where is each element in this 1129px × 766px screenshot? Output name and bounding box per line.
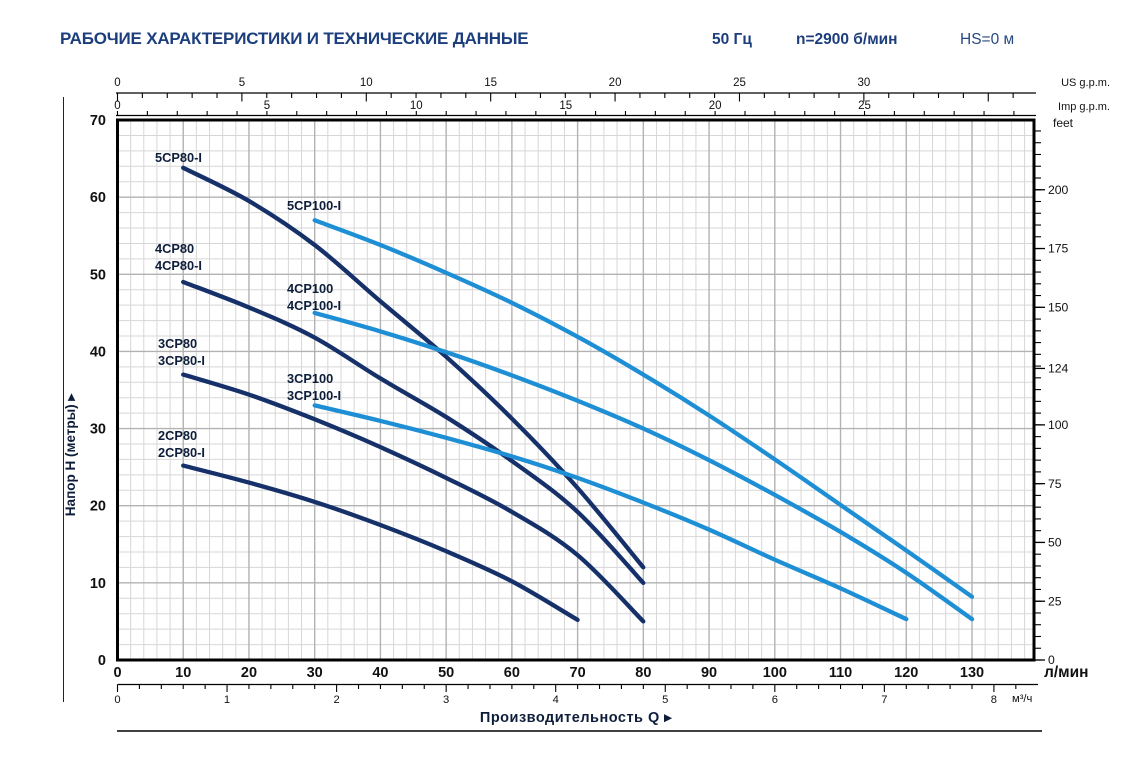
curve-2CP80 xyxy=(181,463,580,623)
plot-border xyxy=(116,118,1036,662)
svg-text:20: 20 xyxy=(709,100,722,112)
svg-text:0: 0 xyxy=(114,694,120,706)
svg-text:0: 0 xyxy=(114,100,120,112)
top-axis-us-gpm: 0 5 10 15 20 25 30 US g.p.m. xyxy=(114,77,1110,102)
svg-text:124: 124 xyxy=(1048,362,1069,376)
svg-text:90: 90 xyxy=(701,665,717,681)
svg-text:25: 25 xyxy=(733,77,746,89)
svg-text:5: 5 xyxy=(239,77,245,89)
svg-text:10: 10 xyxy=(410,100,423,112)
svg-text:80: 80 xyxy=(635,665,651,681)
rotation-speed-value: n=2900 б/мин xyxy=(796,31,898,48)
svg-text:40: 40 xyxy=(372,665,388,681)
svg-text:70: 70 xyxy=(570,665,586,681)
curves xyxy=(181,165,975,624)
svg-text:6: 6 xyxy=(772,694,778,706)
x-axis-lpm: 0 10 20 30 40 50 60 70 80 90 100 110 120 130 л/мин xyxy=(113,664,1088,681)
svg-text:0: 0 xyxy=(114,77,120,89)
svg-text:7: 7 xyxy=(881,694,887,706)
svg-text:л/мин: л/мин xyxy=(1044,664,1089,681)
svg-text:м³/ч: м³/ч xyxy=(1012,693,1033,705)
svg-text:150: 150 xyxy=(1048,301,1069,315)
svg-text:200: 200 xyxy=(1048,183,1069,197)
svg-text:20: 20 xyxy=(90,499,106,515)
suction-head-value: HS=0 м xyxy=(960,31,1015,48)
svg-text:10: 10 xyxy=(360,77,373,89)
page-title: РАБОЧИЕ ХАРАКТЕРИСТИКИ И ТЕХНИЧЕСКИЕ ДАН… xyxy=(60,29,529,48)
svg-text:175: 175 xyxy=(1048,242,1069,256)
svg-text:40: 40 xyxy=(90,344,106,360)
curve-labels: 5CP80-I 4CP80 4CP80-I 3CP80 3CP80-I 2CP80 2CP8… xyxy=(155,150,341,460)
curve-3CP80 xyxy=(181,372,646,624)
svg-text:4CP80: 4CP80 xyxy=(155,241,194,256)
svg-text:3CP100: 3CP100 xyxy=(287,371,333,386)
y-axis-feet: 0 25 50 75 100 124 150 175 200 feet xyxy=(1035,116,1074,667)
svg-text:3: 3 xyxy=(443,694,449,706)
svg-text:20: 20 xyxy=(241,665,257,681)
svg-text:25: 25 xyxy=(1048,594,1062,608)
top-axis-imp-gpm: 0 5 10 15 20 25 Imp g.p.m. xyxy=(114,100,1110,117)
svg-text:1: 1 xyxy=(224,694,230,706)
svg-text:15: 15 xyxy=(484,77,497,89)
svg-text:30: 30 xyxy=(307,665,323,681)
svg-text:5: 5 xyxy=(264,100,270,112)
svg-text:50: 50 xyxy=(1048,536,1062,550)
svg-text:3CP80: 3CP80 xyxy=(158,336,197,351)
svg-text:4: 4 xyxy=(553,694,559,706)
svg-text:70: 70 xyxy=(90,113,106,129)
grid-minor xyxy=(117,120,1034,660)
svg-text:3CP80-I: 3CP80-I xyxy=(158,353,205,368)
curve-5CP80-I xyxy=(181,165,646,570)
y-axis-meters: 0 10 20 30 40 50 60 70 Напор H (метры) ▸ xyxy=(63,113,106,669)
svg-text:100: 100 xyxy=(1048,418,1069,432)
svg-text:Производительность Q ▸: Производительность Q ▸ xyxy=(480,710,673,726)
svg-text:130: 130 xyxy=(960,665,984,681)
svg-text:120: 120 xyxy=(894,665,918,681)
x-axis-m3h: 0 1 2 3 4 5 6 7 8 м³/ч xyxy=(114,683,1038,706)
svg-text:5CP80-I: 5CP80-I xyxy=(155,150,202,165)
svg-text:Напор H (метры) ▸: Напор H (метры) ▸ xyxy=(63,393,78,517)
svg-text:feet: feet xyxy=(1053,116,1074,130)
x-axis-title: Производительность Q ▸ xyxy=(480,710,673,726)
svg-text:4CP80-I: 4CP80-I xyxy=(155,258,202,273)
svg-text:20: 20 xyxy=(609,77,622,89)
curve-5CP100-I xyxy=(312,218,975,599)
svg-text:4CP100-I: 4CP100-I xyxy=(287,298,341,313)
svg-text:2CP80-I: 2CP80-I xyxy=(158,445,205,460)
svg-text:10: 10 xyxy=(175,665,191,681)
svg-text:3CP100-I: 3CP100-I xyxy=(287,388,341,403)
svg-text:5: 5 xyxy=(662,694,668,706)
svg-text:0: 0 xyxy=(113,665,121,681)
svg-text:10: 10 xyxy=(90,576,106,592)
svg-text:100: 100 xyxy=(763,665,787,681)
svg-text:4CP100: 4CP100 xyxy=(287,281,333,296)
svg-text:15: 15 xyxy=(559,100,572,112)
svg-text:2CP80: 2CP80 xyxy=(158,428,197,443)
grid-major xyxy=(117,120,1034,660)
svg-text:2: 2 xyxy=(333,694,339,706)
svg-text:8: 8 xyxy=(991,694,997,706)
svg-text:25: 25 xyxy=(858,100,871,112)
svg-text:50: 50 xyxy=(438,665,454,681)
svg-text:0: 0 xyxy=(1048,653,1055,667)
svg-text:Imp g.p.m.: Imp g.p.m. xyxy=(1058,101,1110,113)
svg-text:30: 30 xyxy=(857,77,870,89)
curve-4CP80 xyxy=(181,279,646,586)
svg-text:0: 0 xyxy=(98,653,106,669)
frequency-value: 50 Гц xyxy=(712,31,752,48)
svg-text:75: 75 xyxy=(1048,477,1062,491)
svg-text:50: 50 xyxy=(90,267,106,283)
svg-text:60: 60 xyxy=(504,665,520,681)
svg-text:30: 30 xyxy=(90,422,106,438)
curve-3CP100 xyxy=(312,403,909,622)
svg-text:60: 60 xyxy=(90,190,106,206)
svg-text:5CP100-I: 5CP100-I xyxy=(287,198,341,213)
curve-4CP100 xyxy=(312,310,975,622)
svg-text:110: 110 xyxy=(829,665,852,681)
svg-text:US g.p.m.: US g.p.m. xyxy=(1061,77,1110,89)
